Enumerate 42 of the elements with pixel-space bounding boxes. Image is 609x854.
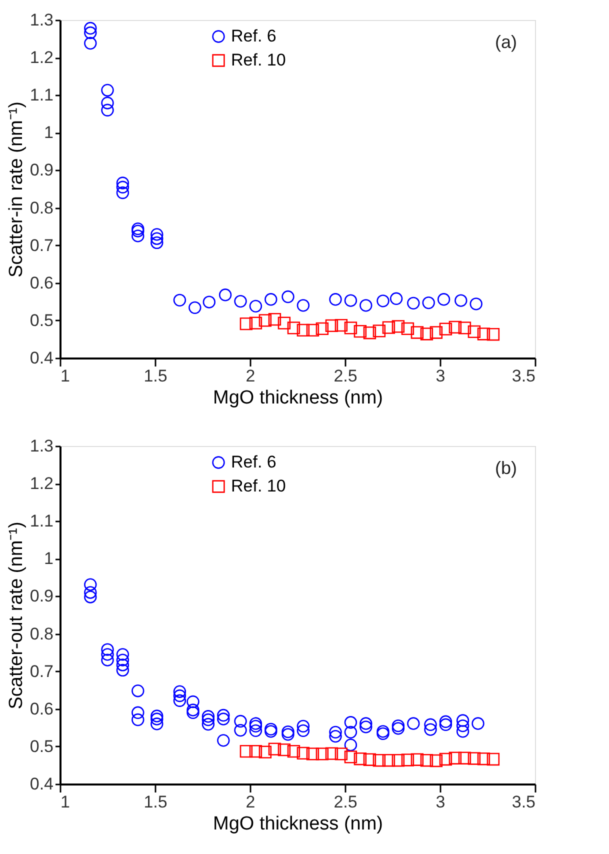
y-tick-label: 0.7 — [30, 662, 54, 681]
y-tick-label: 0.7 — [30, 236, 54, 255]
y-tick-label: 0.6 — [30, 699, 54, 718]
y-tick-label: 0.9 — [30, 160, 54, 180]
x-tick-label: 2 — [246, 792, 256, 812]
y-tick-label: 0.8 — [30, 624, 54, 644]
y-tick-label: 1.3 — [30, 436, 54, 456]
y-tick-label: 0.5 — [30, 310, 54, 330]
legend-label: Ref. 6 — [231, 452, 276, 472]
y-tick-label: 1.1 — [30, 86, 54, 105]
x-axis-title: MgO thickness (nm) — [213, 814, 383, 834]
y-axis-title: Scatter-in rate (nm⁻¹) — [6, 102, 27, 278]
x-tick-label: 2.5 — [334, 792, 358, 812]
y-tick-label: 1.3 — [30, 10, 54, 30]
y-tick-label: 1.1 — [30, 512, 54, 531]
annotation: (b) — [495, 458, 517, 478]
y-tick-label: 1 — [44, 549, 54, 568]
x-tick-label: 3 — [436, 792, 446, 812]
x-axis-title: MgO thickness (nm) — [213, 388, 383, 408]
x-tick-label: 3.5 — [512, 792, 536, 812]
x-tick-label: 1 — [60, 366, 70, 386]
x-tick-label: 2 — [246, 366, 256, 386]
x-tick-label: 3 — [436, 366, 446, 386]
y-axis-title: Scatter-out rate (nm⁻¹) — [6, 522, 27, 710]
x-tick-label: 1.5 — [144, 792, 168, 812]
x-tick-label: 2.5 — [334, 366, 358, 386]
y-tick-label: 0.6 — [30, 273, 54, 292]
y-tick-label: 0.4 — [30, 348, 54, 368]
legend-label: Ref. 6 — [231, 26, 276, 46]
y-tick-label: 1 — [44, 123, 54, 142]
legend-label: Ref. 10 — [231, 476, 286, 496]
legend-label: Ref. 10 — [231, 50, 286, 70]
x-tick-label: 1 — [60, 792, 70, 812]
annotation: (a) — [495, 32, 517, 52]
y-tick-label: 0.5 — [30, 736, 54, 756]
x-tick-label: 3.5 — [512, 366, 536, 386]
y-tick-label: 1.2 — [30, 474, 54, 494]
y-tick-label: 0.4 — [30, 774, 54, 794]
y-tick-label: 0.9 — [30, 586, 54, 606]
x-tick-label: 1.5 — [144, 366, 168, 386]
y-tick-label: 1.2 — [30, 48, 54, 68]
y-tick-label: 0.8 — [30, 198, 54, 218]
